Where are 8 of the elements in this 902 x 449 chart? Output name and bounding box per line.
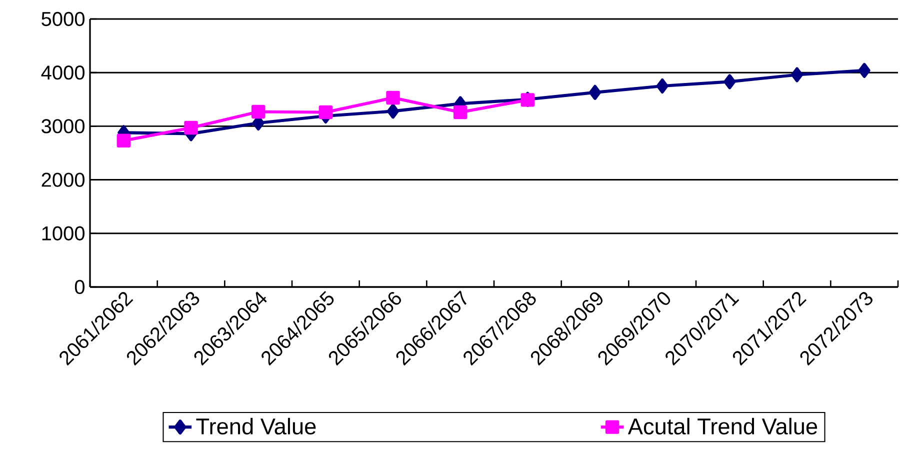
y-tick-label: 5000 bbox=[42, 12, 84, 26]
legend-label: Trend Value bbox=[196, 418, 316, 435]
y-tick-label: 1000 bbox=[42, 226, 84, 240]
y-tick-label: 4000 bbox=[41, 66, 84, 80]
y-tick-label: 2000 bbox=[42, 172, 84, 187]
legend-label: Acutal Trend Value bbox=[628, 418, 818, 435]
y-tick-label: 0 bbox=[74, 280, 85, 294]
y-tick-label: 3000 bbox=[42, 119, 84, 134]
